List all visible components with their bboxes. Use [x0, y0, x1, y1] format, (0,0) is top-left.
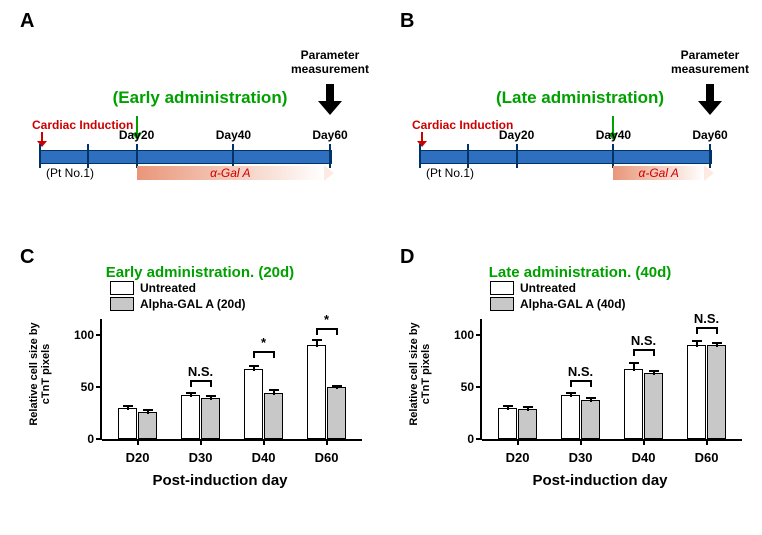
- x-tick: [580, 439, 582, 445]
- legend-item: Alpha-GAL A (20d): [110, 297, 246, 311]
- x-tick-label: D40: [632, 450, 656, 465]
- parameter-measurement-label: Parametermeasurement: [660, 48, 760, 76]
- timeline-bar: [40, 150, 332, 164]
- x-tick: [643, 439, 645, 445]
- timeline-tick: [39, 144, 41, 168]
- legend-swatch: [490, 297, 514, 311]
- x-tick: [263, 439, 265, 445]
- treatment-label: α-Gal A: [210, 166, 250, 180]
- legend-label: Alpha-GAL A (40d): [520, 297, 626, 311]
- legend-swatch: [110, 297, 134, 311]
- timeline-bar: [420, 150, 712, 164]
- y-tick-label: 0: [66, 432, 94, 446]
- panel-label-A: A: [20, 10, 34, 33]
- sig-bracket: *: [104, 319, 360, 439]
- x-tick: [326, 439, 328, 445]
- parameter-measurement-label: Parametermeasurement: [280, 48, 380, 76]
- treatment-bar: α-Gal A: [137, 166, 324, 180]
- timeline-tick: [232, 144, 234, 168]
- timeline-tick: [87, 144, 89, 168]
- parameter-measurement-arrow: [698, 84, 722, 115]
- x-tick-label: D60: [315, 450, 339, 465]
- x-tick-label: D20: [126, 450, 150, 465]
- x-tick: [200, 439, 202, 445]
- chart-title: Early administration. (20d): [30, 264, 370, 281]
- treatment-bar: α-Gal A: [613, 166, 704, 180]
- chart-title: Late administration. (40d): [410, 264, 750, 281]
- legend-item: Untreated: [490, 281, 626, 295]
- y-tick: [476, 386, 482, 388]
- timeline-tick: [136, 144, 138, 168]
- legend-label: Untreated: [140, 281, 196, 295]
- x-axis: [482, 439, 742, 441]
- x-tick: [517, 439, 519, 445]
- legend-label: Alpha-GAL A (20d): [140, 297, 246, 311]
- x-tick: [706, 439, 708, 445]
- x-axis-label: Post-induction day: [450, 472, 750, 489]
- legend: Untreated Alpha-GAL A (40d): [490, 281, 626, 313]
- y-axis-label: Relative cell size bycTnT pixels: [28, 309, 52, 439]
- y-axis: [480, 319, 482, 439]
- y-tick: [96, 386, 102, 388]
- sig-label: *: [324, 312, 329, 327]
- x-tick-label: D60: [695, 450, 719, 465]
- x-tick-label: D40: [252, 450, 276, 465]
- treatment-label: α-Gal A: [639, 166, 679, 180]
- x-axis-label: Post-induction day: [70, 472, 370, 489]
- legend-item: Alpha-GAL A (40d): [490, 297, 626, 311]
- legend-swatch: [110, 281, 134, 295]
- legend: Untreated Alpha-GAL A (20d): [110, 281, 246, 313]
- y-tick-label: 100: [446, 328, 474, 342]
- pt-label: (Pt No.1): [426, 166, 474, 180]
- day-label: Day20: [499, 128, 534, 142]
- y-tick-label: 100: [66, 328, 94, 342]
- sig-bracket: N.S.: [484, 319, 740, 439]
- y-axis: [100, 319, 102, 439]
- timeline-tick: [612, 144, 614, 168]
- chart-early: Early administration. (20d) Relative cell…: [30, 260, 370, 467]
- timeline-late: (Late administration)Cardiac InductionPa…: [410, 40, 750, 210]
- x-axis: [102, 439, 362, 441]
- y-tick-label: 50: [66, 380, 94, 394]
- y-tick-label: 50: [446, 380, 474, 394]
- timeline-tick: [467, 144, 469, 168]
- y-tick-label: 0: [446, 432, 474, 446]
- day-label: Day20: [119, 128, 154, 142]
- day-label: Day60: [692, 128, 727, 142]
- timeline-tick: [419, 144, 421, 168]
- y-axis-label: Relative cell size bycTnT pixels: [408, 309, 432, 439]
- y-tick: [96, 334, 102, 336]
- day-label: Day60: [312, 128, 347, 142]
- day-label: Day40: [216, 128, 251, 142]
- chart-late: Late administration. (40d) Relative cell …: [410, 260, 750, 467]
- y-tick: [476, 334, 482, 336]
- x-tick-label: D20: [506, 450, 530, 465]
- pt-label: (Pt No.1): [46, 166, 94, 180]
- timeline-tick: [516, 144, 518, 168]
- legend-label: Untreated: [520, 281, 576, 295]
- panel-label-B: B: [400, 10, 414, 33]
- day-label: Day40: [596, 128, 631, 142]
- legend-swatch: [490, 281, 514, 295]
- legend-item: Untreated: [110, 281, 246, 295]
- x-tick-label: D30: [189, 450, 213, 465]
- parameter-measurement-arrow: [318, 84, 342, 115]
- timeline-early: (Early administration)Cardiac InductionP…: [30, 40, 370, 210]
- sig-label: N.S.: [694, 311, 719, 326]
- x-tick: [137, 439, 139, 445]
- x-tick-label: D30: [569, 450, 593, 465]
